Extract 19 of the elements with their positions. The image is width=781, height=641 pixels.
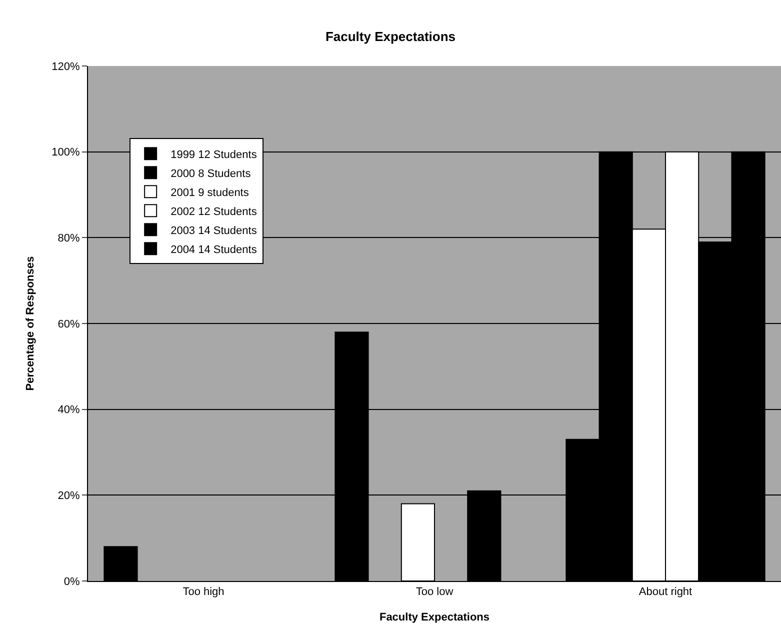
y-tick-label: 20% [58, 490, 80, 502]
legend-label: 2004 14 Students [170, 244, 258, 256]
y-axis-title: Percentage of Responses [24, 256, 36, 391]
y-tick-label: 40% [58, 404, 80, 416]
legend-label: 2000 8 Students [170, 168, 252, 180]
x-axis-title: Faculty Expectations [379, 611, 490, 624]
y-tick-label: 60% [58, 318, 80, 330]
chart-title: Faculty Expectations [325, 29, 456, 44]
y-tick-label: 0% [64, 576, 80, 588]
legend-label: 2003 14 Students [170, 224, 258, 237]
x-tick-label: Too high [182, 586, 224, 598]
y-tick-label: 80% [58, 232, 80, 245]
y-tick-label: 100% [52, 146, 80, 159]
legend-label: 2002 12 Students [170, 206, 258, 218]
y-tick-label: 120% [52, 60, 80, 73]
x-tick-label: Too low [416, 586, 454, 598]
x-tick-label: About right [638, 586, 692, 598]
legend-label: 1999 12 Students [170, 148, 258, 161]
legend-label: 2001 9 students [170, 186, 250, 199]
